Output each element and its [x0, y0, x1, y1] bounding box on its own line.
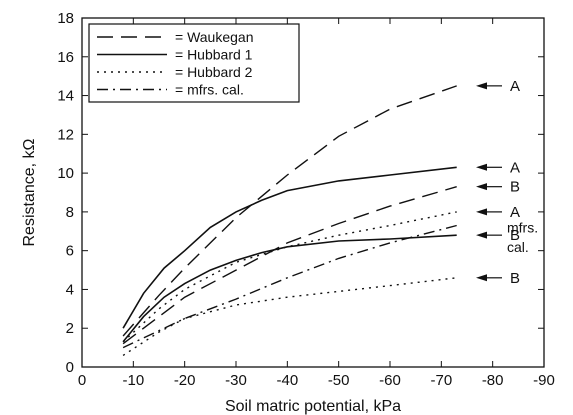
series-line-hubbard-1-a [122, 166, 457, 329]
legend: = Waukegan = Hubbard 1= Hubbard 2 = mfrs. … [88, 23, 300, 103]
y-tick-label: 2 [66, 320, 74, 337]
x-tick-label: 0 [78, 372, 86, 389]
legend-label: = Waukegan [175, 29, 253, 45]
x-tick-label: -80 [482, 372, 504, 389]
y-tick-label: 14 [57, 88, 74, 105]
y-axis-label: Resistance, kΩ [21, 138, 38, 246]
annotation-arrowhead [476, 82, 487, 90]
y-tick-label: 12 [57, 126, 74, 143]
annotation-arrowhead [476, 163, 487, 171]
series-line-hubbard-2-a [122, 211, 457, 343]
x-axis-label: Soil matric potential, kPa [225, 398, 401, 415]
x-tick-label: -30 [225, 372, 247, 389]
series-line-hubbard-2-b [122, 277, 457, 356]
annotation-label: A [510, 159, 520, 176]
x-tick-label: -50 [328, 372, 350, 389]
x-tick-label: -60 [379, 372, 401, 389]
y-tick-label: 4 [66, 281, 74, 298]
plot-frame [81, 17, 545, 368]
y-tick-label: 0 [66, 359, 74, 376]
legend-label: = Hubbard 1 [175, 47, 253, 63]
x-tick-label: -10 [122, 372, 144, 389]
annotation-arrowhead [476, 208, 487, 216]
y-tick-label: 16 [57, 49, 74, 66]
legend-label: = mfrs. cal. [175, 82, 244, 98]
series-layer [122, 85, 457, 356]
x-tick-label: -20 [174, 372, 196, 389]
series-line-waukegan-b [122, 186, 457, 345]
annotation-label: cal. [507, 239, 529, 255]
x-tick-label: -40 [276, 372, 298, 389]
y-tick-label: 6 [66, 243, 74, 260]
y-tick-label: 8 [66, 204, 74, 221]
annotation-label: B [510, 227, 520, 244]
y-tick-label: 18 [57, 10, 74, 27]
annotation-arrowhead [476, 183, 487, 191]
y-tick-label: 10 [57, 165, 74, 182]
annotation-label: mfrs. [507, 219, 538, 235]
annotation-label: A [510, 204, 520, 221]
series-line-mfrs-cal [122, 224, 457, 349]
annotation-label: B [510, 270, 520, 287]
series-line-waukegan-a [122, 85, 457, 337]
x-tick-label: -70 [430, 372, 452, 389]
series-line-hubbard-1-b [122, 234, 457, 343]
x-tick-label: -90 [533, 372, 555, 389]
annotation-label: B [510, 179, 520, 196]
axes: 0 -10 -20 -30 -40 -50 -60 -70 -80 -90 0 2 4 6 8 10 12 14 1… [57, 10, 555, 389]
annotation-arrowhead [476, 231, 487, 239]
legend-label: = Hubbard 2 [175, 64, 253, 80]
annotation-label: A [510, 78, 520, 95]
annotation-arrowhead [476, 274, 487, 282]
